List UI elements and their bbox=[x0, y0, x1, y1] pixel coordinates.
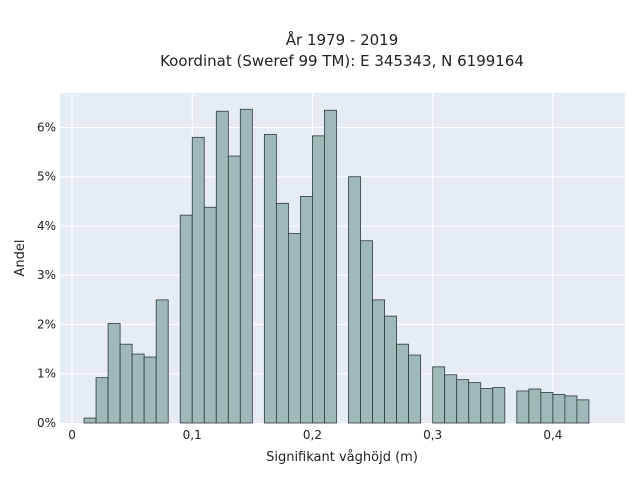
y-tick-label: 2% bbox=[37, 317, 56, 331]
bars bbox=[83, 108, 590, 424]
y-tick-label: 0% bbox=[37, 416, 56, 430]
histogram-bar bbox=[564, 395, 578, 424]
histogram-bar bbox=[191, 136, 205, 424]
chart-title: År 1979 - 2019 bbox=[286, 30, 399, 49]
histogram-bar bbox=[107, 323, 121, 424]
histogram-bar bbox=[408, 354, 422, 424]
histogram-bar bbox=[372, 299, 385, 424]
y-tick-label: 1% bbox=[37, 367, 56, 381]
histogram-bar bbox=[540, 392, 554, 424]
histogram-bar bbox=[300, 196, 313, 424]
histogram-bar bbox=[275, 202, 289, 424]
histogram-bar bbox=[492, 387, 506, 424]
x-tick-label: 0,4 bbox=[543, 428, 562, 442]
histogram-bar bbox=[468, 382, 482, 424]
chart-subtitle: Koordinat (Sweref 99 TM): E 345343, N 61… bbox=[160, 52, 524, 70]
histogram-bar bbox=[516, 390, 530, 424]
histogram-bar bbox=[119, 343, 133, 424]
histogram-bar bbox=[83, 417, 97, 424]
histogram-bar bbox=[348, 176, 361, 424]
histogram-bar bbox=[384, 315, 397, 424]
y-tick-label: 5% bbox=[37, 170, 56, 184]
histogram-bar bbox=[324, 109, 337, 424]
histogram-bar bbox=[131, 353, 145, 424]
histogram-bar bbox=[155, 299, 169, 424]
histogram-bar bbox=[239, 108, 253, 424]
x-axis-label: Signifikant våghöjd (m) bbox=[266, 450, 418, 465]
y-tick-label: 6% bbox=[37, 120, 56, 134]
histogram-bar bbox=[552, 394, 566, 424]
y-axis-label: Andel bbox=[13, 240, 28, 277]
histogram-bar bbox=[528, 388, 542, 424]
histogram-bar bbox=[312, 135, 325, 424]
histogram-bar bbox=[263, 133, 277, 424]
histogram-bar bbox=[215, 110, 229, 424]
x-tick-label: 0,1 bbox=[183, 428, 202, 442]
y-tick-label: 4% bbox=[37, 219, 56, 233]
histogram-bar bbox=[143, 356, 157, 424]
histogram-bar bbox=[396, 343, 410, 424]
histogram-bar bbox=[227, 155, 241, 424]
histogram-bar bbox=[432, 366, 446, 424]
histogram-bar bbox=[576, 399, 590, 424]
y-tick-label: 3% bbox=[37, 268, 56, 282]
histogram-bar bbox=[444, 374, 458, 424]
histogram-bar bbox=[288, 232, 301, 424]
histogram-bar bbox=[480, 388, 494, 424]
histogram-bar bbox=[179, 214, 193, 424]
x-tick-label: 0,2 bbox=[303, 428, 322, 442]
tick-labels: 0 0,1 0,2 0,3 0,4 0% 1% 2% 3% 4% 5% 6% bbox=[37, 120, 562, 442]
x-tick-label: 0 bbox=[68, 428, 76, 442]
histogram-bar bbox=[360, 240, 373, 424]
histogram-bar bbox=[95, 377, 109, 424]
x-tick-label: 0,3 bbox=[423, 428, 442, 442]
histogram-bar bbox=[203, 206, 217, 424]
histogram-bar bbox=[456, 379, 470, 424]
